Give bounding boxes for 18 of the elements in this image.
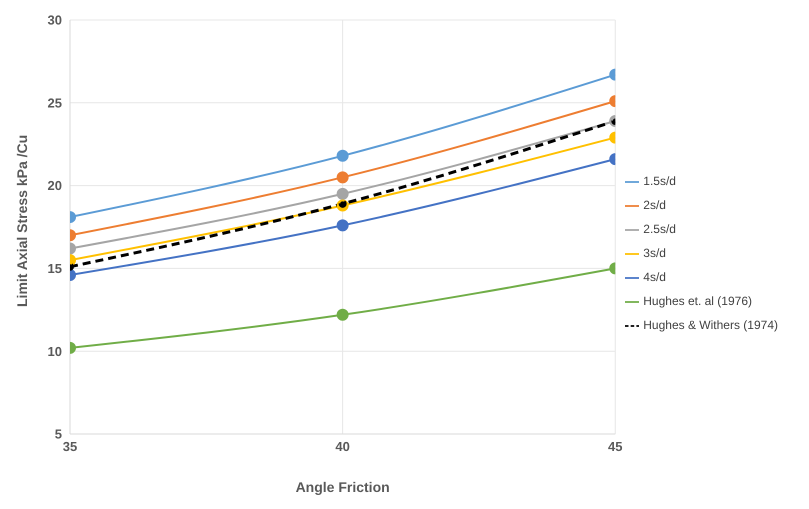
legend-label: 2s/d	[643, 198, 666, 212]
x-axis-title: Angle Friction	[296, 479, 390, 495]
legend-label: Hughes & Withers (1974)	[643, 318, 778, 332]
legend-label: Hughes et. al (1976)	[643, 294, 752, 308]
y-tick-label: 30	[48, 12, 62, 28]
legend-label: 2.5s/d	[643, 222, 676, 236]
x-tick-label: 45	[608, 439, 622, 454]
legend-label: 1.5s/d	[643, 174, 676, 188]
y-tick-label: 5	[54, 426, 62, 442]
y-tick-label: 10	[48, 344, 62, 359]
y-tick-label: 20	[48, 178, 62, 194]
y-tick-label: 25	[48, 95, 62, 110]
legend-label: 4s/d	[643, 270, 666, 284]
legend-label: 3s/d	[643, 246, 666, 260]
y-tick-label: 15	[48, 261, 62, 276]
x-tick-label: 35	[62, 439, 78, 454]
x-tick-label: 40	[335, 439, 350, 454]
y-axis-title: Limit Axial Stress kPa /Cu	[14, 134, 30, 307]
